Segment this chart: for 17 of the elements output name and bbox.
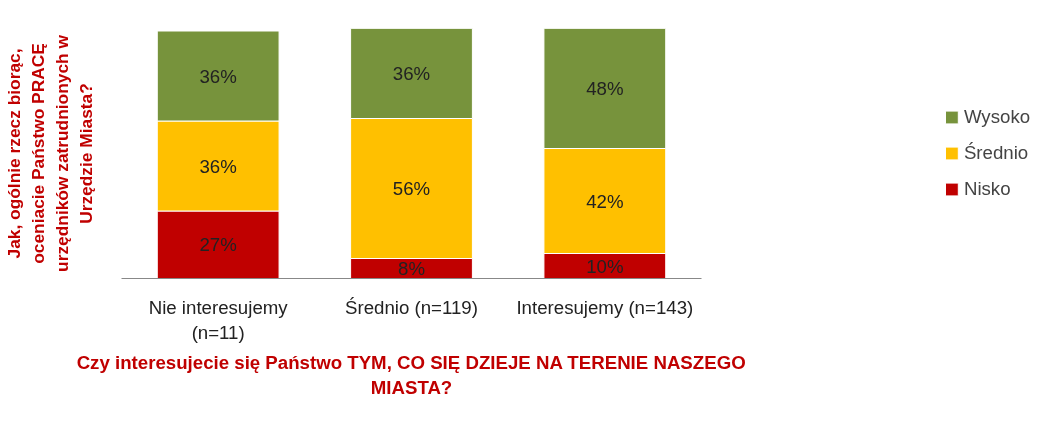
y-axis-title: Jak, ogólnie rzecz biorąc, oceniacie Państwo PRACĘ urzędników zatrudnionych w Urzędzie Miasta? [3, 34, 96, 272]
data-label: 48% [586, 78, 624, 99]
data-label: 36% [199, 65, 237, 87]
data-label: 56% [392, 178, 431, 199]
data-label: 36% [199, 155, 237, 177]
x-axis-title: Czy interesujecie się Państwo TYM, CO SIĘ DZIEJE NA TERENIE NASZEGO MIASTA? [76, 351, 746, 398]
x-tick-label: Nie interesujemy (n=11) [148, 296, 289, 343]
x-tick-label: Średnio (n=119) [345, 296, 478, 318]
data-label: 27% [199, 234, 237, 256]
legend-label: Średnio [963, 142, 1029, 164]
legend-label: Wysoko [963, 106, 1031, 128]
data-label: 8% [398, 258, 425, 279]
data-label: 10% [586, 255, 624, 277]
x-tick-label: Interesujemy (n=143) [516, 296, 694, 318]
data-label: 42% [586, 190, 624, 212]
data-label: 36% [392, 63, 431, 84]
legend-label: Nisko [963, 178, 1011, 200]
